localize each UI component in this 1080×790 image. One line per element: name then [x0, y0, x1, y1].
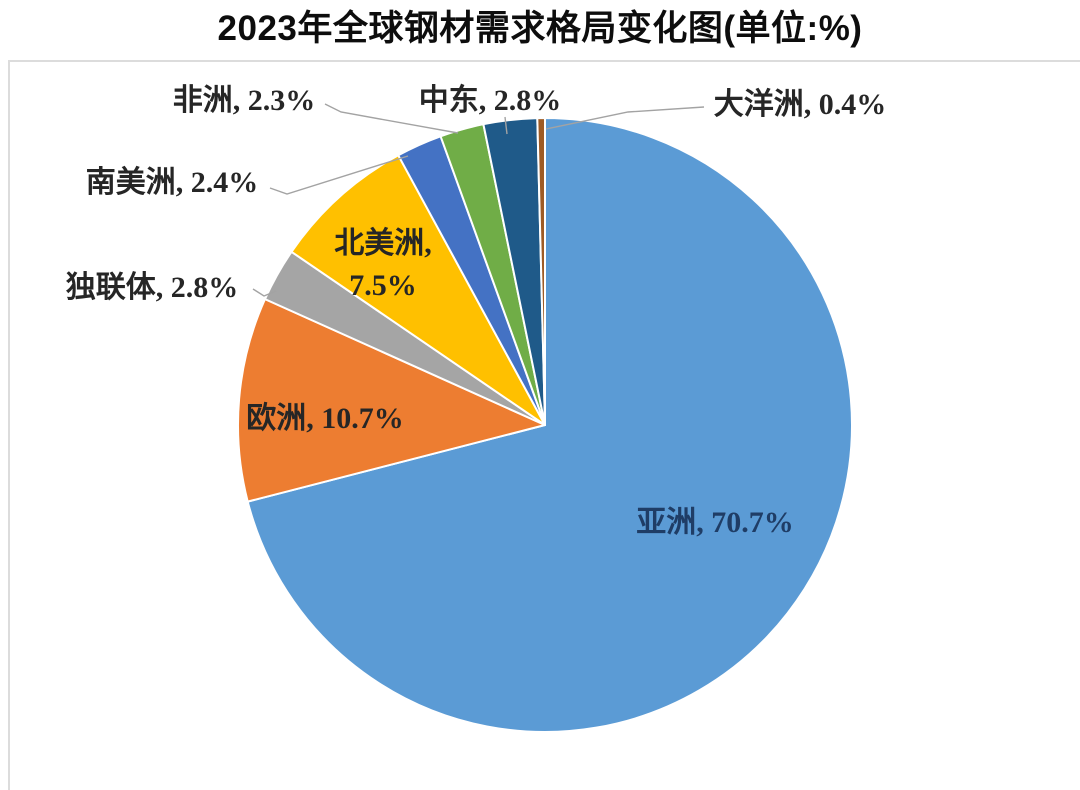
leader-line-oceania — [545, 106, 705, 130]
leader-line-cis — [252, 288, 277, 297]
leader-line-south-america — [269, 155, 409, 195]
slice-label-north-america-line2: 7.5% — [349, 269, 417, 302]
slice-label-oceania: 大洋洲, 0.4% — [714, 88, 887, 121]
pie-slice-asia — [246, 117, 853, 733]
leader-line-africa — [324, 103, 459, 134]
slice-label-cis: 独联体, 2.8% — [66, 271, 239, 304]
pie-slice-north-america — [290, 154, 546, 426]
slice-label-north-america-line1: 北美洲, — [334, 226, 432, 260]
chart-title: 2023年全球钢材需求格局变化图(单位:%) — [217, 9, 863, 48]
pie-slices-group — [237, 117, 853, 733]
pie-slice-oceania — [536, 117, 546, 426]
slice-label-europe: 欧洲, 10.7% — [246, 402, 404, 435]
leader-line-middle-east — [504, 116, 508, 135]
slice-label-asia: 亚洲, 70.7% — [636, 506, 794, 539]
slice-label-middle-east: 中东, 2.8% — [419, 83, 562, 117]
slice-label-africa: 非洲, 2.3% — [173, 84, 316, 117]
slice-label-south-america: 南美洲, 2.4% — [86, 165, 259, 199]
pie-slice-europe — [237, 298, 546, 503]
